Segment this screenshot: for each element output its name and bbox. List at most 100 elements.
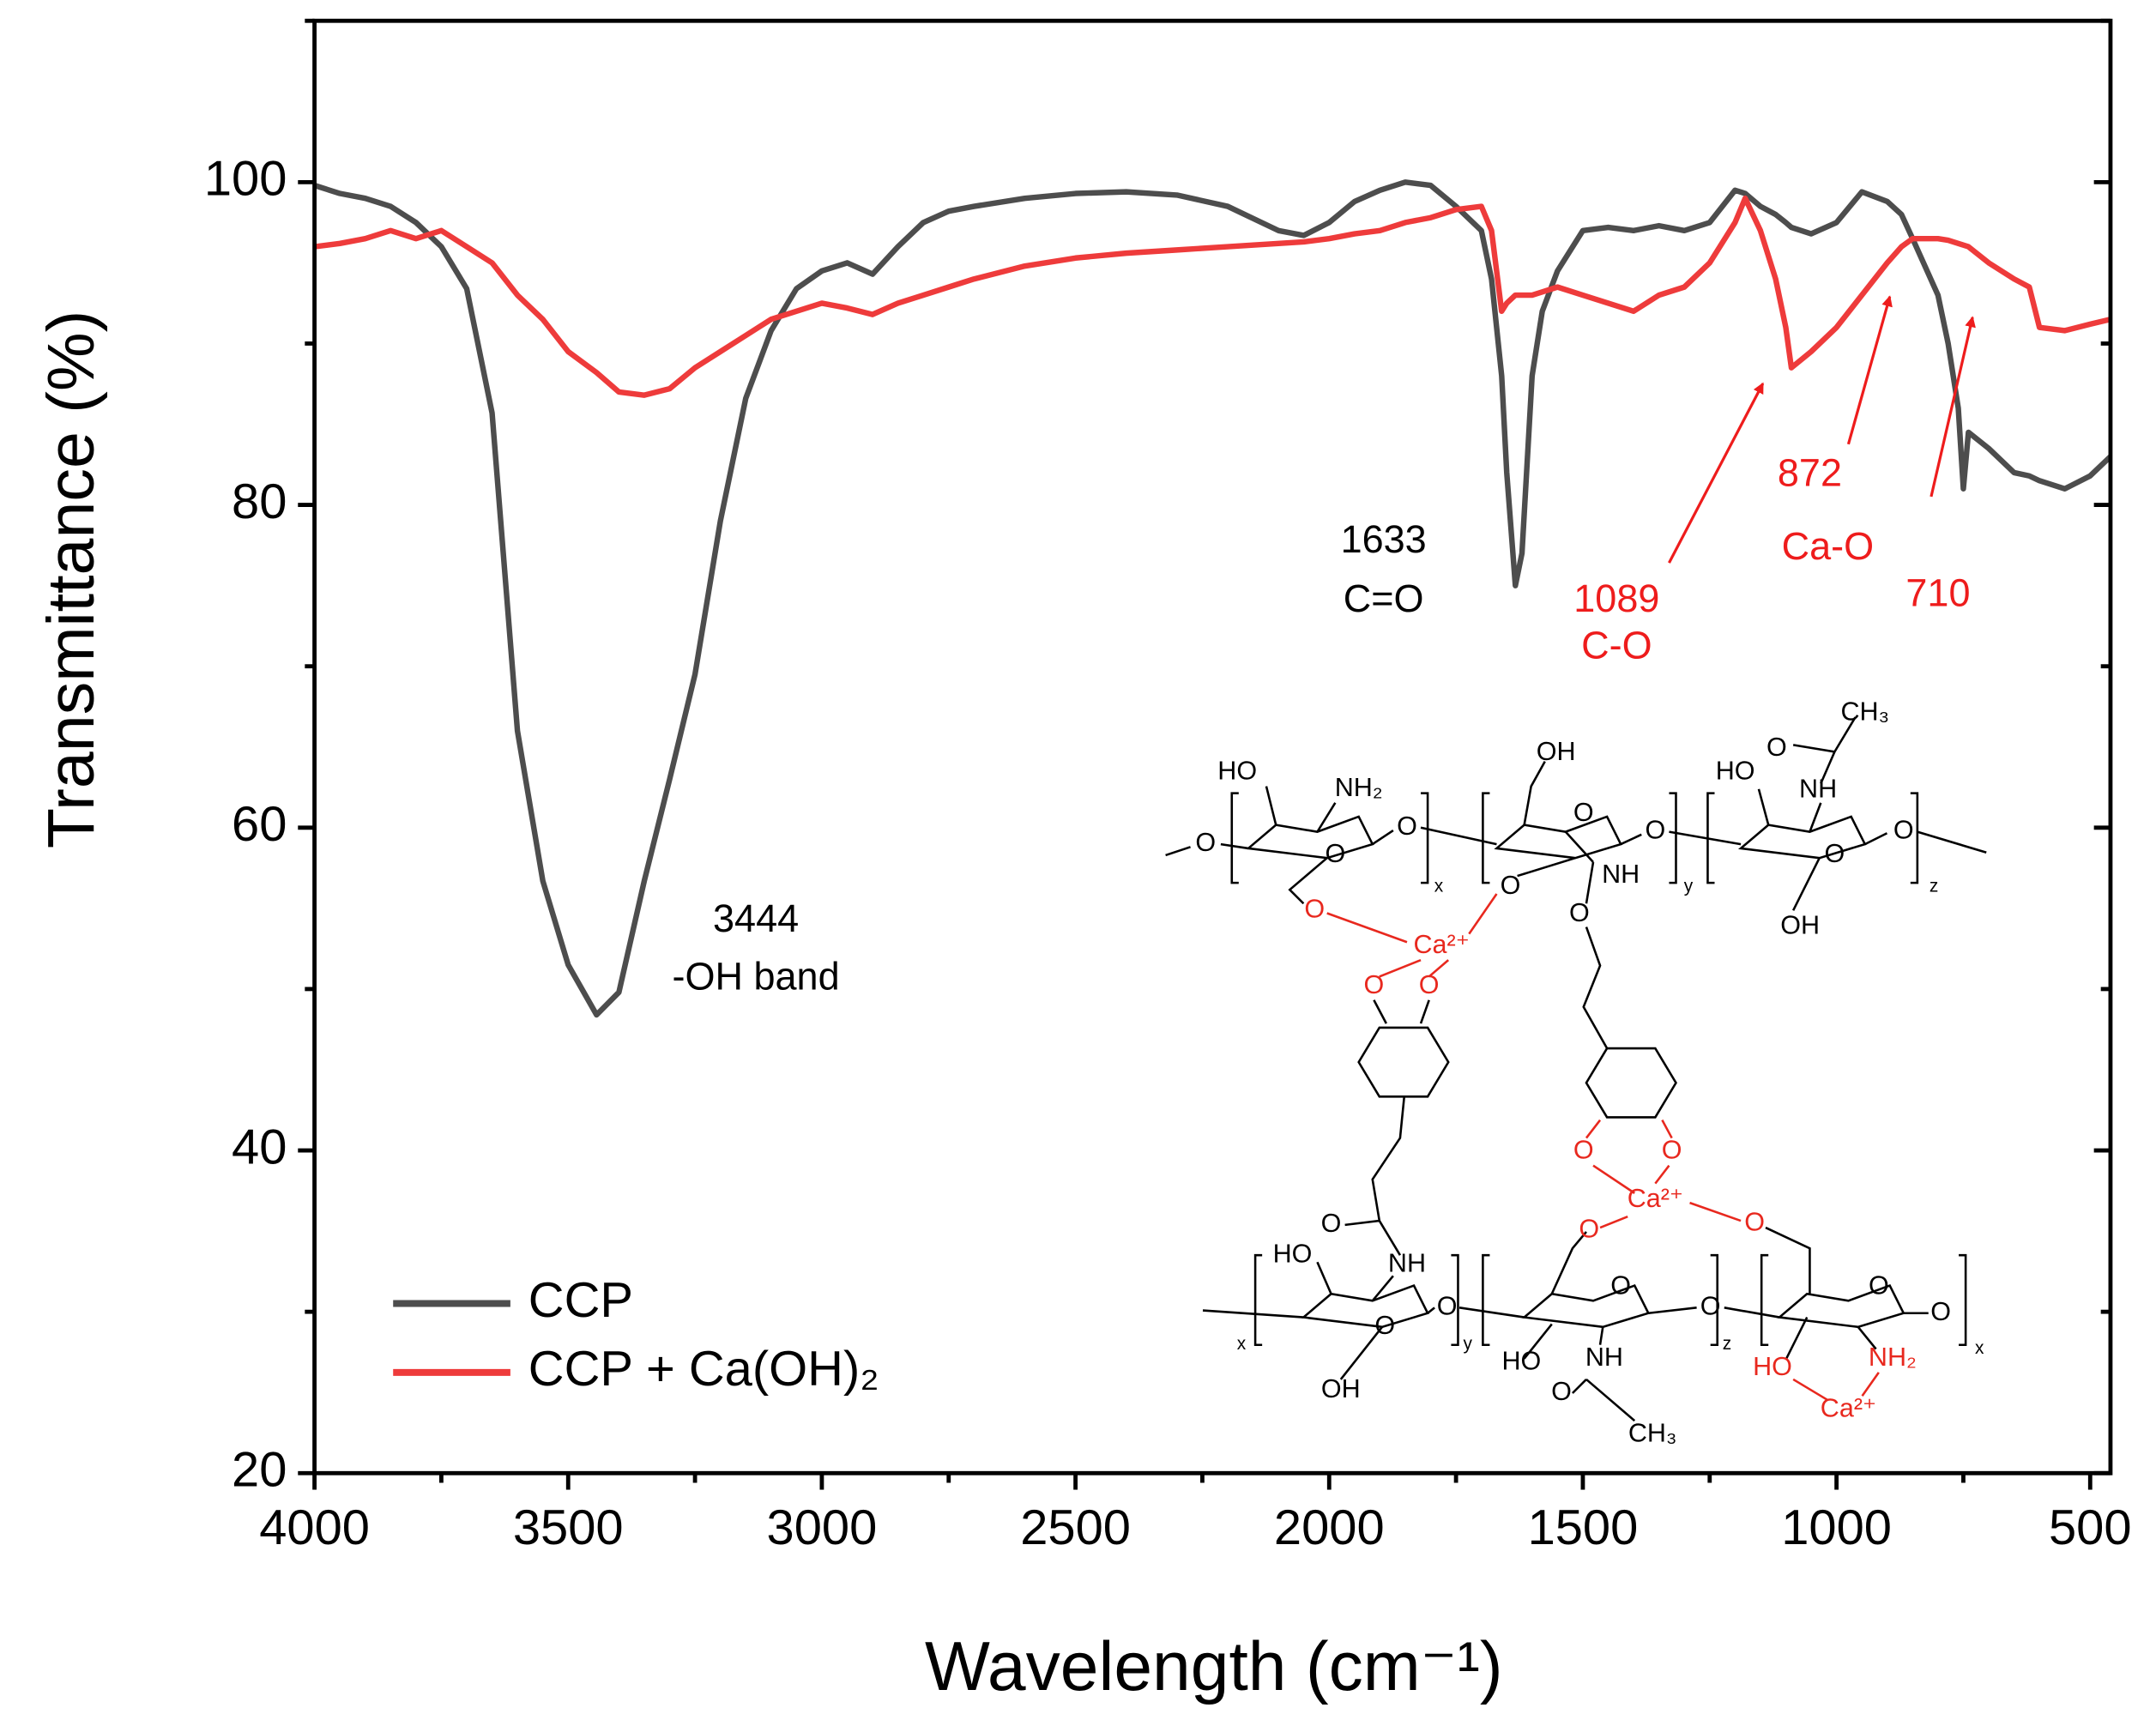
- atom-label: NH₂: [1335, 773, 1383, 802]
- y-axis-label: Transmittance (%): [34, 311, 108, 848]
- ring: [1245, 815, 1374, 860]
- atom-label: O: [1363, 970, 1384, 999]
- structure: HO NH₂ O O O x OH O NH O O y HO NH O CH₃…: [1165, 697, 1987, 1447]
- atom-label: O: [1662, 1136, 1682, 1165]
- atom-label: O: [1579, 1214, 1599, 1243]
- x-axis-label: Wavelength (cm⁻¹): [925, 1628, 1503, 1705]
- atom-label: x: [1237, 1334, 1247, 1354]
- atom-label: O: [1551, 1377, 1572, 1406]
- bracket: [1253, 1253, 1967, 1347]
- annotation: -OH band: [673, 955, 840, 999]
- ring: [1737, 815, 1867, 860]
- atom-label: z: [1930, 876, 1938, 896]
- arrow: [1668, 382, 1765, 564]
- atom-label: O: [1869, 1270, 1889, 1300]
- atom-label: O: [1397, 812, 1417, 841]
- atom-label: O: [1437, 1291, 1458, 1320]
- x-tick-label: 4000: [259, 1500, 370, 1555]
- atom-label: HO: [1502, 1347, 1542, 1376]
- atom-label: O: [1304, 894, 1325, 923]
- atom-label: NH: [1799, 774, 1837, 803]
- annotation: C=O: [1344, 576, 1424, 620]
- annotation: 872: [1778, 451, 1842, 495]
- atom-label: O: [1573, 798, 1594, 827]
- atom-label: y: [1463, 1334, 1472, 1354]
- annotation: 710: [1905, 571, 1970, 615]
- coordination: [1326, 893, 1498, 978]
- annotation: Ca-O: [1782, 524, 1875, 568]
- x-tick-label: 500: [2049, 1500, 2132, 1555]
- atom-label: O: [1645, 816, 1665, 845]
- bond: [1582, 861, 1677, 1119]
- bond: [1265, 716, 1857, 911]
- atom-label: O: [1766, 733, 1787, 762]
- atom-label: O: [1930, 1297, 1951, 1326]
- atom-label: HO: [1273, 1239, 1313, 1268]
- atom-label: O: [1700, 1291, 1721, 1320]
- atom-label: Ca²⁺: [1414, 930, 1470, 959]
- atom-label: CH₃: [1840, 697, 1889, 726]
- y-tick-label: 40: [232, 1119, 287, 1174]
- bond: [1344, 999, 1450, 1256]
- atom-label: CH₃: [1628, 1418, 1677, 1447]
- atom-label: O: [1825, 839, 1845, 868]
- atom-label: O: [1744, 1207, 1765, 1236]
- atom-label: NH: [1602, 860, 1640, 889]
- x-tick-label: 2000: [1274, 1500, 1385, 1555]
- legend-label: CCP + Ca(OH)₂: [528, 1342, 879, 1397]
- legend-label: CCP: [528, 1273, 633, 1328]
- series-line: [314, 179, 2111, 1018]
- atom-label: HO: [1716, 757, 1755, 786]
- atom-label: x: [1975, 1338, 1984, 1358]
- annotation: 1633: [1341, 517, 1427, 561]
- curves: [314, 179, 2111, 1018]
- atom-label: x: [1434, 876, 1444, 896]
- bond: [1202, 1226, 1929, 1422]
- annotation: 3444: [713, 896, 799, 940]
- x-tick-label: 1000: [1781, 1500, 1892, 1555]
- atom-label: Ca²⁺: [1628, 1184, 1683, 1213]
- ticks: 4000 3500 3000 2500 2000 1500 1000 500 20 40 60 80 1…: [204, 18, 2132, 1555]
- atom-label: NH: [1585, 1343, 1623, 1372]
- atom-label: NH₂: [1869, 1343, 1917, 1372]
- atom-label: OH: [1780, 911, 1820, 940]
- x-tick-label: 3000: [767, 1500, 878, 1555]
- atom-label: O: [1569, 898, 1590, 927]
- series-line: [314, 195, 2111, 398]
- y-tick-label: 80: [232, 474, 287, 529]
- y-tick-label: 100: [204, 152, 287, 207]
- coordination: [1792, 1372, 1880, 1402]
- plot-frame: [312, 18, 2113, 1476]
- annotation: C-O: [1581, 624, 1652, 667]
- atom-label: NH: [1388, 1249, 1426, 1278]
- x-tick-label: 1500: [1528, 1500, 1639, 1555]
- atom-label: OH: [1321, 1374, 1361, 1403]
- bond: [1165, 826, 1987, 857]
- legend: CCP CCP + Ca(OH)₂: [393, 1273, 879, 1397]
- arrow: [1930, 316, 1976, 498]
- atom-label: OH: [1537, 737, 1576, 766]
- atom-label: O: [1321, 1209, 1342, 1238]
- ring: [1301, 1283, 1429, 1329]
- atom-label: HO: [1217, 757, 1257, 786]
- atom-label: O: [1893, 816, 1914, 845]
- atom-label: O: [1419, 970, 1440, 999]
- arrow: [1846, 295, 1893, 445]
- atom-label: y: [1684, 876, 1694, 896]
- y-tick-label: 60: [232, 797, 287, 852]
- annotation: 1089: [1573, 576, 1659, 620]
- coordination: [1585, 1119, 1742, 1229]
- atom-label: O: [1325, 839, 1345, 868]
- atom-label: O: [1610, 1270, 1631, 1300]
- bracket: [1230, 792, 1919, 884]
- atom-label: O: [1195, 828, 1216, 857]
- atom-label: Ca²⁺: [1821, 1393, 1876, 1422]
- x-tick-label: 2500: [1020, 1500, 1131, 1555]
- atom-label: O: [1573, 1136, 1594, 1165]
- x-tick-label: 3500: [513, 1500, 624, 1555]
- atom-label: HO: [1753, 1352, 1792, 1381]
- atom-label: O: [1374, 1311, 1395, 1340]
- y-tick-label: 20: [232, 1443, 287, 1498]
